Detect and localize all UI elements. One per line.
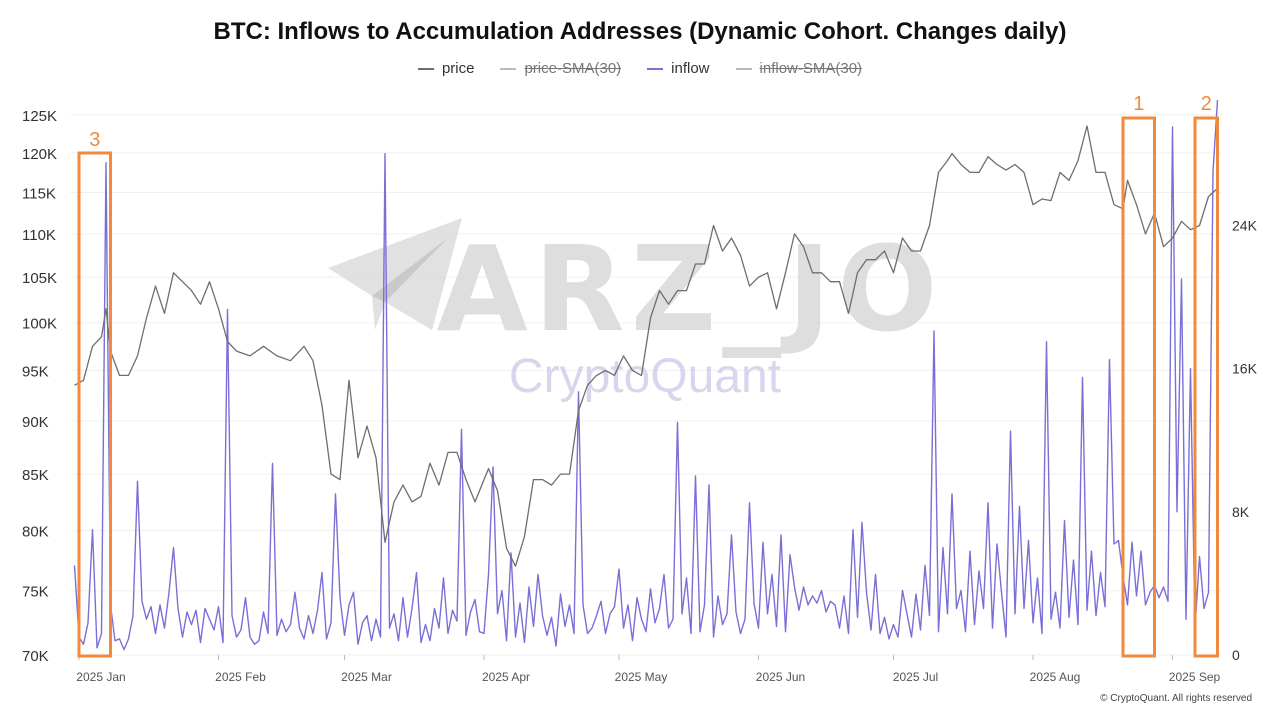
x-tick-label: 2025 Jun [756,670,805,684]
legend-label-inflow: inflow [671,60,710,77]
series-layer [73,99,1219,651]
watermark: ARZ_JO CryptoQuant [328,218,944,403]
annotation-box-1 [1121,116,1156,658]
y-left-tick-label: 120K [22,146,57,163]
x-tick-label: 2025 Sep [1169,670,1221,684]
y-left-tick-label: 70K [22,648,49,665]
annotation-label-3: 3 [89,129,100,151]
watermark-brand: CryptoQuant [509,350,781,403]
legend-swatch-price [417,67,434,70]
annotation-label-1: 1 [1133,93,1144,115]
x-tick-label: 2025 Jul [893,670,938,684]
annotation-layer: 1 2 3 [77,93,1219,658]
inflow-series-line [73,99,1219,651]
legend-item-price[interactable]: price [417,60,475,77]
y-right-tick-label: 8K [1232,504,1250,520]
chart-legend: price price-SMA(30) inflow inflow-SMA(30… [0,60,1280,77]
x-tick-label: 2025 Jan [76,670,125,684]
annotation-box-3 [77,151,112,658]
x-axis: 2025 Jan 2025 Feb 2025 Mar 2025 Apr 2025 May… [76,655,1221,684]
legend-item-inflow[interactable]: inflow [647,60,710,77]
grid-lines [70,114,1222,656]
x-tick-label: 2025 Aug [1030,670,1081,684]
y-right-tick-label: 0 [1232,647,1240,663]
y-left-tick-label: 115K [22,185,56,202]
x-tick-label: 2025 Mar [341,670,392,684]
annotation-label-2: 2 [1201,93,1212,115]
legend-label-price-sma: price-SMA(30) [524,60,622,77]
y-left-tick-label: 110K [22,227,56,244]
legend-swatch-inflow-sma [735,67,752,70]
copyright-notice: © CryptoQuant. All rights reserved [1100,693,1252,704]
y-left-tick-label: 125K [22,108,57,125]
legend-label-price: price [441,60,475,77]
y-left-tick-label: 85K [22,467,49,484]
y-left-tick-label: 80K [22,524,49,541]
y-left-tick-label: 100K [22,316,57,333]
annotation-box-2 [1193,116,1219,658]
watermark-text: ARZ_JO [437,220,944,358]
telegram-logo-icon [328,218,462,330]
y-axis-right: 24K 16K 8K 0 [1232,217,1258,663]
legend-swatch-inflow [647,67,664,70]
x-tick-label: 2025 May [615,670,668,684]
y-right-tick-label: 24K [1232,217,1258,233]
y-left-tick-label: 95K [22,363,49,380]
legend-item-price-sma[interactable]: price-SMA(30) [500,60,621,77]
legend-swatch-price-sma [500,67,517,70]
price-series-line [74,125,1218,567]
legend-item-inflow-sma[interactable]: inflow-SMA(30) [735,60,863,77]
legend-label-inflow-sma: inflow-SMA(30) [759,60,863,77]
y-left-tick-label: 90K [22,414,49,431]
y-axis-left: 125K 120K 115K 110K 105K 100K 95K 90K 85K 80K 75K 7… [22,108,57,665]
chart-title: BTC: Inflows to Accumulation Addresses (… [213,18,1067,45]
y-right-tick-label: 16K [1232,361,1258,377]
y-left-tick-label: 105K [22,270,57,287]
x-tick-label: 2025 Apr [482,670,530,684]
y-left-tick-label: 75K [22,584,49,601]
x-tick-label: 2025 Feb [215,670,266,684]
